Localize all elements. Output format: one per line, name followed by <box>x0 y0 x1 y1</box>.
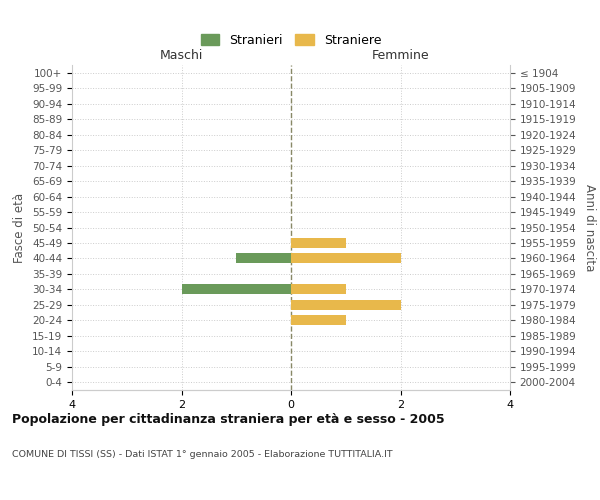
Text: Maschi: Maschi <box>160 49 203 62</box>
Bar <box>291 316 346 326</box>
Bar <box>236 254 291 264</box>
Text: Popolazione per cittadinanza straniera per età e sesso - 2005: Popolazione per cittadinanza straniera p… <box>12 412 445 426</box>
Legend: Stranieri, Straniere: Stranieri, Straniere <box>196 29 386 52</box>
Bar <box>291 238 346 248</box>
Text: COMUNE DI TISSI (SS) - Dati ISTAT 1° gennaio 2005 - Elaborazione TUTTITALIA.IT: COMUNE DI TISSI (SS) - Dati ISTAT 1° gen… <box>12 450 392 459</box>
Bar <box>291 254 401 264</box>
Bar <box>291 300 401 310</box>
Bar <box>182 284 291 294</box>
Text: Femmine: Femmine <box>371 49 430 62</box>
Y-axis label: Anni di nascita: Anni di nascita <box>583 184 596 271</box>
Y-axis label: Fasce di età: Fasce di età <box>13 192 26 262</box>
Bar <box>291 284 346 294</box>
